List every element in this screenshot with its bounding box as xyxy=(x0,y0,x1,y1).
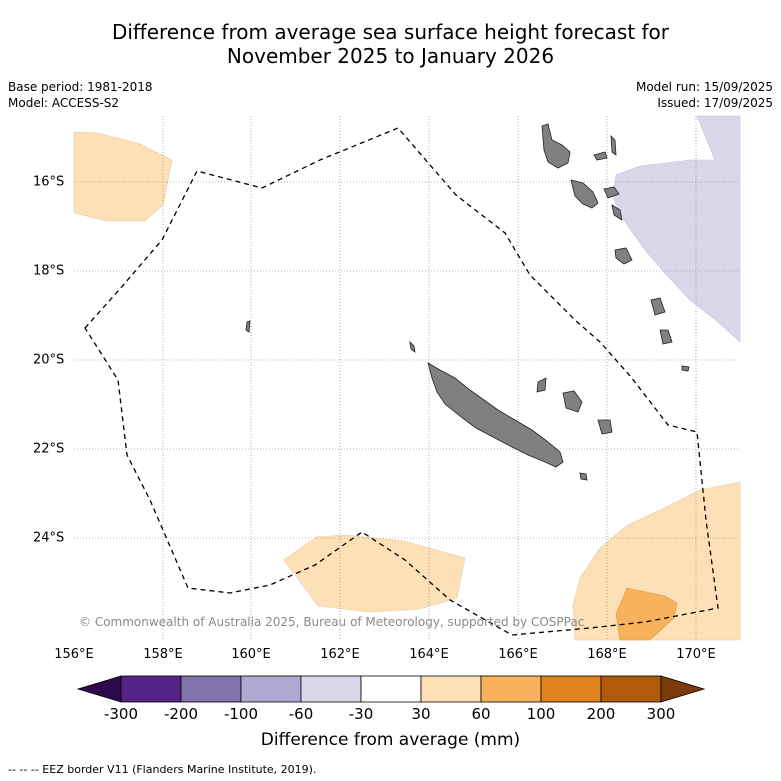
meta-left: Base period: 1981-2018 Model: ACCESS-S2 xyxy=(8,79,153,111)
y-tick-18s: 18°S xyxy=(33,263,65,279)
model-run: Model run: 15/09/2025 xyxy=(635,80,773,94)
colorbar-tick-label: 200 xyxy=(586,705,616,723)
model-name: Model: ACCESS-S2 xyxy=(8,96,120,110)
x-tick-162: 162°E xyxy=(320,647,360,662)
colorbar-tick-label: 60 xyxy=(471,705,491,723)
colorbar-title: Difference from average (mm) xyxy=(260,730,521,750)
x-tick-170: 170°E xyxy=(676,647,716,662)
colorbar-tick-label: -30 xyxy=(348,705,374,723)
colorbar-tick-label: -100 xyxy=(223,705,259,723)
x-tick-164: 164°E xyxy=(409,647,449,662)
colorbar-tick-label: 100 xyxy=(526,705,556,723)
colorbar-segment xyxy=(480,675,542,703)
new-caledonia xyxy=(427,362,564,468)
loyalty-islands-mare xyxy=(597,419,613,435)
colorbar-under-arrow xyxy=(76,675,122,703)
anomaly-positive-southeast xyxy=(572,481,741,641)
colorbar-over-arrow xyxy=(660,675,706,703)
colorbar-tick-label: -200 xyxy=(163,705,199,723)
colorbar-segment xyxy=(360,675,422,703)
title-line-2: November 2025 to January 2026 xyxy=(226,44,555,68)
land-masses xyxy=(245,123,690,481)
colorbar-tick-label: -300 xyxy=(103,705,139,723)
colorbar-segment xyxy=(600,675,662,703)
map-area xyxy=(73,115,741,641)
eez-border xyxy=(84,127,719,636)
y-tick-22s: 22°S xyxy=(33,441,65,457)
colorbar-segment xyxy=(240,675,302,703)
colorbar xyxy=(76,675,706,703)
colorbar-tick-label: 30 xyxy=(411,705,431,723)
title-line-1: Difference from average sea surface heig… xyxy=(111,20,670,44)
colorbar-segment xyxy=(420,675,482,703)
anomaly-positive-core xyxy=(615,587,678,641)
x-tick-158: 158°E xyxy=(143,647,183,662)
y-tick-24s: 24°S xyxy=(33,530,65,546)
colorbar-segment xyxy=(120,675,182,703)
eez-footnote: -- -- -- EEZ border V11 (Flanders Marine… xyxy=(8,763,317,776)
x-tick-168: 168°E xyxy=(587,647,627,662)
base-period: Base period: 1981-2018 xyxy=(8,80,153,94)
chart-title: Difference from average sea surface heig… xyxy=(0,20,781,68)
y-tick-20s: 20°S xyxy=(33,352,65,368)
vanuatu-espiritu-santo xyxy=(541,123,571,169)
y-tick-16s: 16°S xyxy=(33,174,65,190)
x-tick-156: 156°E xyxy=(54,647,94,662)
colorbar-tick-label: 300 xyxy=(646,705,676,723)
colorbar-tick-label: -60 xyxy=(288,705,314,723)
colorbar-segment xyxy=(180,675,242,703)
issued-date: Issued: 17/09/2025 xyxy=(657,96,773,110)
anomaly-negative-northeast xyxy=(612,115,741,343)
anomaly-positive-west xyxy=(73,131,173,222)
x-tick-160: 160°E xyxy=(231,647,271,662)
gridlines xyxy=(74,116,740,640)
meta-right: Model run: 15/09/2025 Issued: 17/09/2025 xyxy=(636,79,773,111)
colorbar-segment xyxy=(540,675,602,703)
copyright-notice: © Commonwealth of Australia 2025, Bureau… xyxy=(79,615,585,629)
vanuatu-malekula xyxy=(570,179,599,209)
loyalty-islands-lifou xyxy=(562,390,583,413)
x-tick-166: 166°E xyxy=(498,647,538,662)
colorbar-segment xyxy=(300,675,362,703)
